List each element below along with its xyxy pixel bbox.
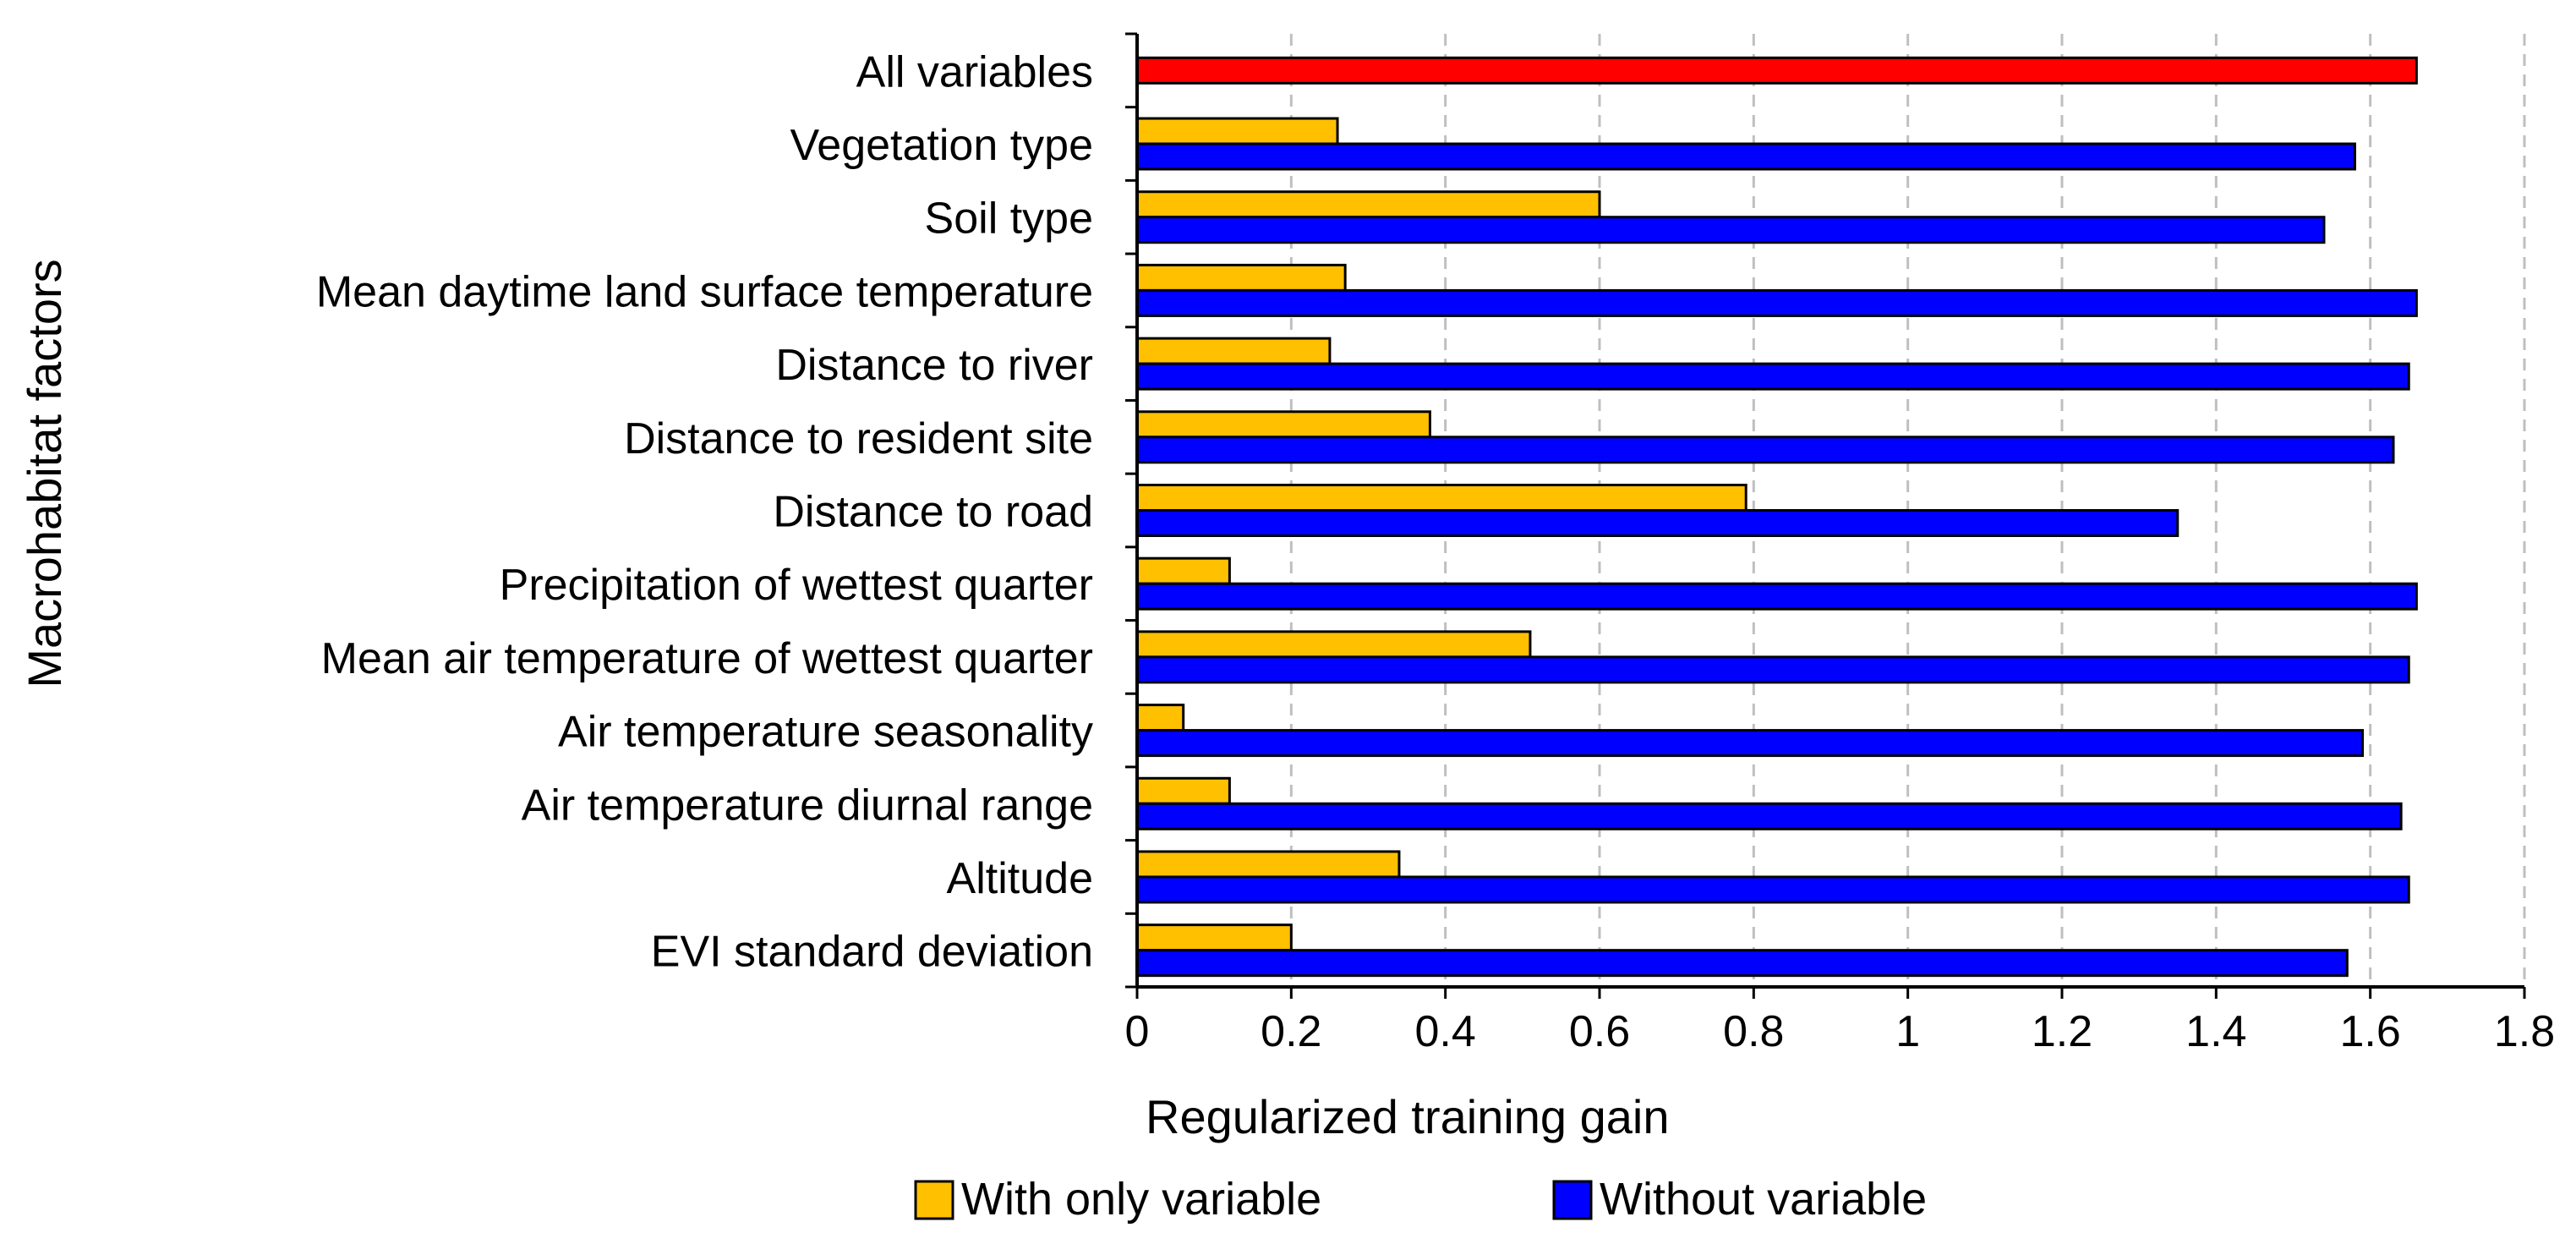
bar-with-only-variable-precipitation-of-wettest-quarter [1135, 556, 1231, 585]
x-tick-label-1-6: 1.6 [2340, 1007, 2401, 1056]
category-label-mean-daytime-land-surface-temperature: Mean daytime land surface temperature [316, 267, 1093, 316]
x-tick-label-1-8: 1.8 [2494, 1007, 2555, 1056]
x-axis-title: Regularized training gain [1146, 1090, 1670, 1143]
bar-without-variable-mean-air-temperature-of-wettest-quarter [1135, 655, 2410, 684]
x-tick-label-1-4: 1.4 [2185, 1007, 2246, 1056]
bar-with-only-variable-air-temperature-diurnal-range [1135, 776, 1231, 805]
bar-without-variable-altitude [1135, 875, 2410, 904]
legend-label-without-variable: Without variable [1600, 1174, 1927, 1225]
category-label-mean-air-temperature-of-wettest-quarter: Mean air temperature of wettest quarter [321, 634, 1093, 683]
x-tick-label-1: 1 [1895, 1007, 1920, 1056]
category-labels: All variables Vegetation type Soil type Mea… [316, 47, 1093, 976]
category-label-all-variables: All variables [856, 47, 1093, 96]
category-label-evi-standard-deviation: EVI standard deviation [651, 928, 1093, 977]
legend-swatch-with-only-variable [914, 1180, 954, 1220]
bar-without-variable-soil-type [1135, 216, 2326, 244]
category-label-distance-to-river: Distance to river [775, 341, 1093, 390]
bar-without-variable-vegetation-type [1135, 142, 2356, 171]
y-axis-title: Macrohabitat factors [18, 259, 71, 688]
bar-with-only-variable-distance-to-river [1135, 337, 1332, 365]
x-tick-label-0-2: 0.2 [1261, 1007, 1321, 1056]
x-tick-label-1-2: 1.2 [2032, 1007, 2092, 1056]
category-label-precipitation-of-wettest-quarter: Precipitation of wettest quarter [500, 561, 1093, 610]
x-tick-label-0-6: 0.6 [1569, 1007, 1630, 1056]
category-label-air-temperature-diurnal-range: Air temperature diurnal range [522, 781, 1093, 830]
category-label-air-temperature-seasonality: Air temperature seasonality [558, 708, 1093, 757]
bar-without-variable-air-temperature-diurnal-range [1135, 802, 2403, 830]
bar-without-variable-air-temperature-seasonality [1135, 729, 2365, 758]
bars [1135, 56, 2418, 978]
bar-with-only-variable-soil-type [1135, 190, 1601, 219]
bar-with-only-variable-distance-to-resident-site [1135, 410, 1431, 439]
bar-with-only-variable-altitude [1135, 850, 1401, 879]
category-label-altitude: Altitude [947, 854, 1093, 903]
tick-labels: 0 0.2 0.4 0.6 0.8 1 1.2 1.4 1.6 1.8 [1125, 1007, 2556, 1056]
category-label-vegetation-type: Vegetation type [790, 121, 1093, 170]
category-label-distance-to-resident-site: Distance to resident site [624, 414, 1093, 463]
category-label-soil-type: Soil type [925, 195, 1093, 244]
x-tick-label-0-4: 0.4 [1415, 1007, 1476, 1056]
bar-with-only-variable-mean-daytime-land-surface-temperature [1135, 263, 1347, 292]
bar-all-variables [1135, 56, 2418, 85]
bar-without-variable-precipitation-of-wettest-quarter [1135, 582, 2418, 611]
bar-without-variable-distance-to-river [1135, 362, 2410, 391]
axes [1125, 32, 2526, 999]
bar-without-variable-evi-standard-deviation [1135, 949, 2349, 978]
legend-swatch-without-variable [1552, 1180, 1593, 1220]
bar-with-only-variable-mean-air-temperature-of-wettest-quarter [1135, 630, 1532, 659]
bar-without-variable-distance-to-resident-site [1135, 436, 2395, 464]
bar-with-only-variable-distance-to-road [1135, 484, 1747, 512]
bar-with-only-variable-vegetation-type [1135, 117, 1339, 145]
bar-without-variable-distance-to-road [1135, 509, 2179, 537]
bar-without-variable-mean-daytime-land-surface-temperature [1135, 288, 2418, 317]
legend-label-with-only-variable: With only variable [961, 1174, 1321, 1225]
bar-with-only-variable-air-temperature-seasonality [1135, 704, 1185, 732]
category-label-distance-to-road: Distance to road [773, 488, 1093, 537]
x-tick-label-0-8: 0.8 [1723, 1007, 1784, 1056]
bar-with-only-variable-evi-standard-deviation [1135, 923, 1293, 952]
x-tick-label-0: 0 [1125, 1007, 1150, 1056]
legend: With only variable Without variable [914, 1174, 1927, 1225]
